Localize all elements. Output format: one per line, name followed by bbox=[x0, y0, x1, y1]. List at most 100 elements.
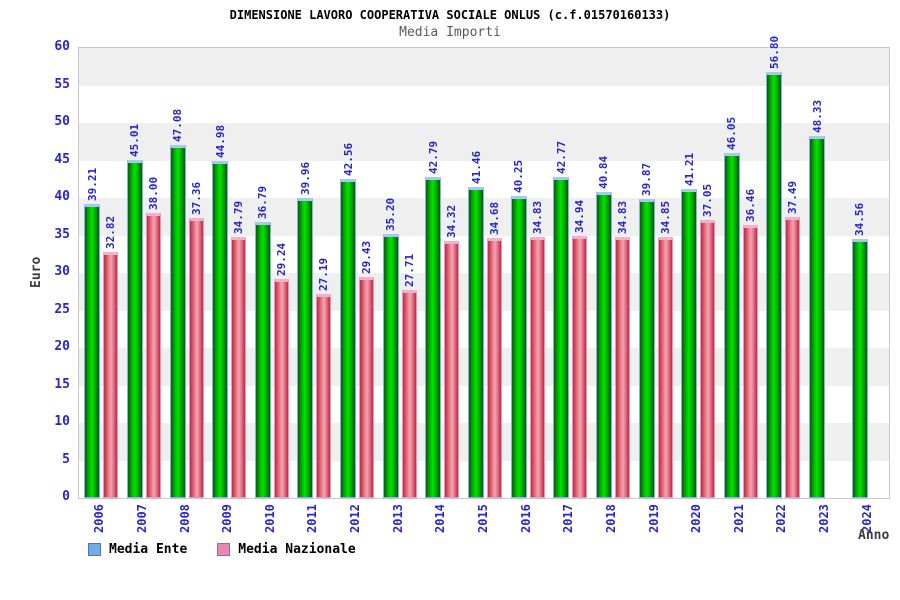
value-label-media-nazionale-2012: 29.43 bbox=[360, 241, 374, 275]
bar-media-ente-2014 bbox=[425, 177, 442, 498]
y-tick-20: 20 bbox=[54, 339, 70, 354]
y-tick-5: 5 bbox=[62, 451, 70, 467]
value-label-media-ente-2008: 47.08 bbox=[171, 108, 185, 142]
value-label-media-nazionale-2022: 37.49 bbox=[786, 180, 800, 214]
value-label-media-ente-2020: 41.21 bbox=[682, 152, 696, 186]
x-tick-2014: 2014 bbox=[433, 504, 448, 533]
y-tick-25: 25 bbox=[54, 301, 70, 317]
bar-media-ente-2020 bbox=[681, 188, 698, 498]
value-label-media-ente-2014: 42.79 bbox=[426, 140, 440, 175]
legend-swatch-media-ente bbox=[88, 543, 101, 556]
bar-media-ente-2008 bbox=[169, 144, 186, 498]
value-label-media-nazionale-2017: 34.94 bbox=[573, 199, 587, 233]
bar-media-nazionale-2011 bbox=[316, 294, 332, 498]
x-tick-2011: 2011 bbox=[305, 504, 320, 533]
bar-media-nazionale-2008 bbox=[188, 217, 204, 498]
bar-media-ente-2009 bbox=[212, 160, 229, 498]
value-label-media-ente-2019: 39.87 bbox=[640, 162, 654, 196]
y-tick-15: 15 bbox=[54, 376, 70, 392]
bar-media-nazionale-2012 bbox=[359, 277, 375, 498]
legend-swatch-media-nazionale bbox=[217, 543, 231, 556]
bar-media-nazionale-2015 bbox=[487, 237, 502, 498]
bar-media-ente-2013 bbox=[382, 234, 399, 498]
x-tick-2010: 2010 bbox=[262, 504, 277, 533]
value-label-media-ente-2015: 41.46 bbox=[469, 150, 483, 185]
x-tick-2008: 2008 bbox=[177, 504, 192, 533]
grid-band bbox=[79, 48, 889, 86]
x-tick-2022: 2022 bbox=[774, 504, 789, 533]
bar-media-ente-2006 bbox=[84, 203, 101, 498]
bar-media-nazionale-2010 bbox=[273, 278, 289, 498]
bar-media-nazionale-2020 bbox=[700, 220, 716, 498]
bar-media-nazionale-2009 bbox=[231, 237, 247, 498]
x-tick-2006: 2006 bbox=[92, 504, 107, 533]
value-label-media-ente-2016: 40.25 bbox=[512, 160, 526, 194]
value-label-media-nazionale-2019: 34.85 bbox=[658, 200, 672, 234]
bar-media-nazionale-2007 bbox=[145, 213, 161, 498]
x-tick-2021: 2021 bbox=[731, 504, 746, 533]
value-label-media-ente-2018: 40.84 bbox=[597, 155, 611, 189]
x-tick-2007: 2007 bbox=[134, 504, 149, 533]
x-tick-2018: 2018 bbox=[603, 504, 618, 533]
value-label-media-ente-2006: 39.21 bbox=[85, 167, 99, 201]
legend-label-media-nazionale: Media Nazionale bbox=[238, 542, 356, 557]
bar-media-ente-2018 bbox=[595, 191, 612, 498]
bar-media-ente-2019 bbox=[638, 198, 655, 498]
value-label-media-nazionale-2016: 34.83 bbox=[530, 200, 544, 234]
x-tick-2013: 2013 bbox=[390, 504, 405, 533]
y-tick-60: 60 bbox=[54, 39, 70, 54]
chart-subtitle: Media Importi bbox=[399, 25, 501, 40]
bar-media-ente-2022 bbox=[766, 72, 783, 498]
bar-media-nazionale-2016 bbox=[529, 236, 545, 498]
y-tick-35: 35 bbox=[54, 226, 70, 242]
legend-label-media-ente: Media Ente bbox=[109, 542, 188, 557]
value-label-media-nazionale-2015: 34.68 bbox=[488, 201, 501, 235]
value-label-media-nazionale-2018: 34.83 bbox=[615, 200, 629, 234]
bar-media-ente-2012 bbox=[340, 178, 357, 498]
bar-media-ente-2010 bbox=[254, 222, 271, 498]
value-label-media-nazionale-2010: 29.24 bbox=[274, 242, 288, 276]
y-tick-40: 40 bbox=[54, 189, 70, 204]
chart-title: DIMENSIONE LAVORO COOPERATIVA SOCIALE ON… bbox=[229, 8, 671, 22]
value-label-media-ente-2010: 36.79 bbox=[256, 185, 270, 220]
bar-media-ente-2024 bbox=[851, 238, 868, 498]
bar-media-ente-2021 bbox=[723, 152, 740, 498]
legend: Media Ente Media Nazionale bbox=[88, 542, 356, 557]
y-tick-45: 45 bbox=[54, 151, 70, 167]
bar-media-nazionale-2022 bbox=[785, 216, 801, 498]
value-label-media-nazionale-2014: 34.32 bbox=[445, 204, 459, 238]
bar-media-nazionale-2013 bbox=[401, 290, 417, 498]
value-label-media-ente-2024: 34.56 bbox=[853, 202, 867, 236]
grid-band bbox=[79, 85, 889, 123]
value-label-media-ente-2007: 45.01 bbox=[128, 124, 142, 158]
y-tick-10: 10 bbox=[54, 414, 70, 429]
x-tick-2023: 2023 bbox=[817, 504, 832, 533]
value-label-media-nazionale-2008: 37.36 bbox=[189, 181, 203, 215]
value-label-media-nazionale-2006: 32.82 bbox=[104, 215, 118, 249]
value-label-media-nazionale-2013: 27.71 bbox=[402, 254, 416, 288]
value-label-media-ente-2023: 48.33 bbox=[810, 99, 824, 133]
value-label-media-nazionale-2007: 38.00 bbox=[146, 176, 160, 210]
value-label-media-ente-2009: 44.98 bbox=[213, 124, 227, 158]
y-tick-50: 50 bbox=[54, 114, 70, 129]
x-tick-2016: 2016 bbox=[518, 504, 533, 533]
bar-media-ente-2011 bbox=[297, 198, 314, 498]
plot-area: 39.21 32.82 45.01 38.00 47.08 37.36 44.98 34.79… bbox=[78, 36, 890, 499]
value-label-media-ente-2012: 42.56 bbox=[341, 142, 355, 176]
bar-media-nazionale-2014 bbox=[444, 240, 460, 498]
y-axis-title: Euro bbox=[29, 256, 44, 288]
x-axis: 2006 2007 2008 2009 2010 2011 2012 2013 2014 2015… bbox=[78, 499, 888, 543]
value-label-media-ente-2017: 42.77 bbox=[554, 141, 568, 175]
x-tick-2009: 2009 bbox=[220, 504, 235, 533]
value-label-media-nazionale-2011: 27.19 bbox=[317, 257, 331, 292]
value-label-media-nazionale-2021: 36.46 bbox=[743, 188, 757, 222]
x-tick-2015: 2015 bbox=[476, 504, 490, 533]
x-axis-title: Anno bbox=[858, 528, 890, 543]
bar-media-ente-2016 bbox=[510, 196, 527, 498]
bar-media-ente-2023 bbox=[809, 135, 826, 498]
bar-media-ente-2015 bbox=[468, 187, 484, 498]
y-tick-30: 30 bbox=[54, 264, 70, 279]
value-label-media-nazionale-2020: 37.05 bbox=[701, 184, 715, 218]
bar-media-nazionale-2017 bbox=[572, 235, 588, 498]
value-label-media-ente-2011: 39.96 bbox=[298, 162, 312, 196]
